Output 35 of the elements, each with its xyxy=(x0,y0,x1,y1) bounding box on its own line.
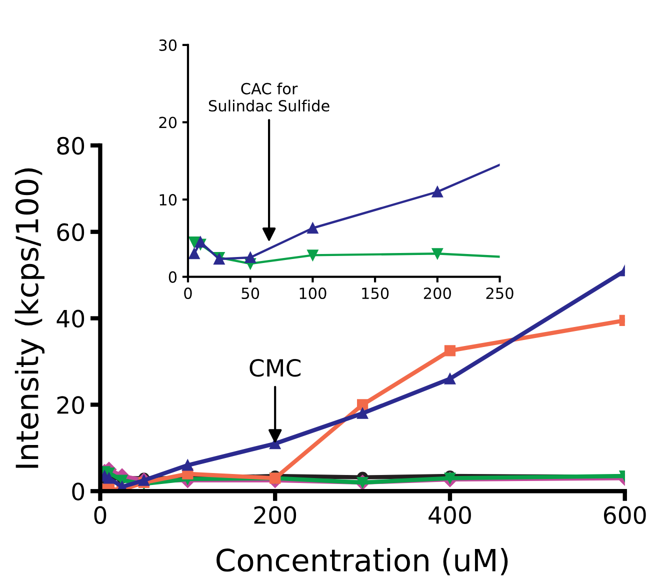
x-tick-label: 0 xyxy=(94,506,106,524)
point xyxy=(432,248,443,260)
x-axis-title: Concentration (uM) xyxy=(216,548,508,576)
y-tick-label: 0 xyxy=(168,271,177,283)
y-tick-label: 80 xyxy=(57,136,84,155)
x-tick-label: 200 xyxy=(424,288,451,300)
point xyxy=(356,399,368,410)
y-tick-label: 40 xyxy=(56,310,84,328)
point xyxy=(356,408,368,419)
point xyxy=(188,248,200,260)
point xyxy=(244,252,256,264)
point xyxy=(307,250,318,261)
x-tick-label: 100 xyxy=(300,288,326,300)
annotation: CAC for Sulindac Sulfide xyxy=(208,82,330,112)
y-tick-label: 0 xyxy=(72,482,84,500)
x-tick-label: 400 xyxy=(428,506,471,524)
point xyxy=(307,222,318,234)
point xyxy=(444,345,456,356)
point xyxy=(444,373,456,384)
point xyxy=(194,236,206,248)
x-tick-label: 0 xyxy=(184,288,192,300)
y-tick-label: 60 xyxy=(57,223,84,242)
y-tick-label: 30 xyxy=(159,39,177,51)
x-tick-label: 150 xyxy=(362,288,389,300)
y-axis-title: Intensity (kcps/100) xyxy=(14,168,44,468)
x-tick-label: 250 xyxy=(486,288,514,300)
y-tick-label: 10 xyxy=(160,194,177,206)
x-tick-label: 50 xyxy=(242,288,260,300)
y-tick-label: 20 xyxy=(159,116,177,128)
point xyxy=(432,186,443,198)
point xyxy=(182,460,194,471)
y-tick-label: 20 xyxy=(57,396,84,414)
x-tick-label: 200 xyxy=(254,506,296,524)
x-tick-label: 600 xyxy=(604,506,646,524)
annotation: CMC xyxy=(250,358,300,377)
